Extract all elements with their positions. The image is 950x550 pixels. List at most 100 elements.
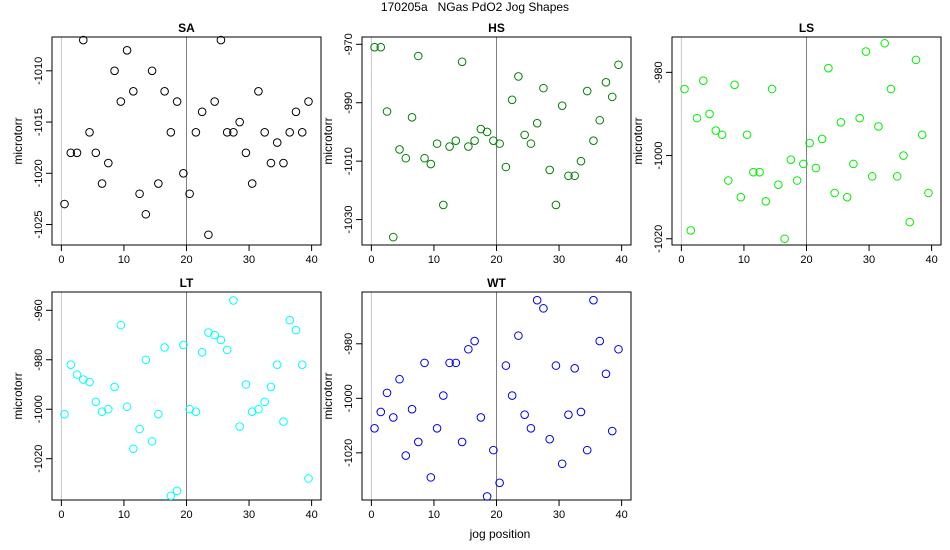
data-point (104, 158, 113, 168)
data-point (235, 117, 244, 127)
data-point (526, 139, 536, 148)
y-axis-label: microtorr (631, 117, 645, 164)
data-point (129, 444, 138, 454)
data-point (767, 84, 777, 94)
x-tick-label: 0 (678, 254, 684, 266)
x-tick-label: 0 (368, 254, 374, 266)
y-tick-label: -1020 (343, 439, 355, 467)
data-point (110, 66, 119, 76)
data-point (191, 127, 201, 137)
data-point (420, 153, 429, 163)
data-point (407, 113, 417, 122)
x-tick-label: 30 (553, 254, 565, 266)
data-point (272, 360, 282, 370)
data-point (247, 407, 257, 417)
data-point (266, 382, 276, 392)
data-point (749, 167, 758, 177)
data-point (692, 113, 702, 123)
data-point (260, 127, 269, 137)
data-point (97, 179, 107, 188)
data-point (482, 492, 492, 501)
data-point (507, 391, 517, 400)
data-point (451, 136, 461, 146)
data-point (91, 397, 101, 407)
data-point (110, 382, 119, 392)
data-point (235, 422, 244, 431)
data-point (401, 153, 411, 163)
y-tick-label: -1020 (33, 445, 45, 473)
data-point (874, 122, 883, 131)
data-point (445, 358, 454, 368)
data-point (60, 199, 69, 209)
data-point (254, 87, 263, 96)
data-point (761, 197, 771, 206)
data-point (601, 77, 611, 87)
data-point (589, 295, 598, 305)
data-point (564, 410, 573, 419)
x-tick-label: 20 (180, 509, 192, 521)
data-point (917, 130, 927, 140)
data-point (279, 158, 288, 168)
data-point (122, 46, 132, 55)
data-point (179, 168, 188, 178)
x-tick-label: 30 (243, 254, 255, 266)
data-point (680, 84, 689, 94)
data-point (104, 404, 113, 414)
data-point (867, 172, 877, 181)
data-point (457, 437, 467, 447)
data-point (172, 97, 182, 106)
data-point (185, 189, 194, 199)
y-axis-label: microtorr (321, 117, 335, 164)
data-point (799, 159, 808, 169)
data-point (817, 134, 827, 144)
data-point (376, 42, 386, 52)
data-point (489, 445, 498, 455)
data-point (304, 97, 313, 106)
x-tick-label: 10 (738, 254, 750, 266)
y-tick-label: -980 (653, 61, 665, 83)
y-axis-label: microtorr (11, 372, 25, 419)
data-point (570, 364, 579, 373)
data-point (254, 404, 263, 414)
data-point (414, 437, 423, 447)
y-tick-label: -1010 (343, 147, 355, 175)
y-tick-label: -960 (33, 299, 45, 321)
panel-lt: LT 0 10 20 30 40 -1020 -1000 -980 -960 microtorr (11, 276, 322, 521)
data-point (705, 109, 714, 119)
data-point (241, 380, 251, 389)
x-tick-label: 40 (305, 254, 317, 266)
data-point (216, 35, 226, 45)
x-tick-label: 40 (615, 254, 627, 266)
data-point (197, 348, 207, 357)
panel-wt: WT 0 10 20 30 40 -1020 -1000 -980 microtorr (321, 276, 632, 521)
data-point (445, 142, 454, 151)
data-point (551, 361, 561, 370)
x-tick-label: 20 (800, 254, 812, 266)
data-point (582, 445, 592, 455)
data-point (849, 159, 858, 169)
x-tick-label: 40 (305, 509, 317, 521)
data-point (464, 344, 473, 354)
data-point (210, 330, 219, 340)
data-point (774, 180, 783, 189)
data-point (880, 38, 889, 48)
data-point (204, 328, 213, 337)
y-axis-label: microtorr (11, 117, 25, 164)
data-point (526, 424, 536, 433)
data-point (576, 156, 586, 166)
panel-title: LT (180, 276, 194, 290)
y-tick-label: -1000 (33, 395, 45, 423)
data-point (401, 451, 411, 460)
data-point (60, 409, 69, 419)
data-point (160, 87, 169, 96)
data-point (730, 80, 739, 90)
data-point (601, 369, 611, 379)
panel-title: SA (178, 21, 195, 35)
data-point (247, 179, 257, 188)
data-point (451, 358, 461, 368)
data-point (85, 377, 94, 387)
data-point (614, 344, 623, 354)
y-tick-label: -1030 (343, 206, 355, 234)
data-point (141, 355, 151, 365)
